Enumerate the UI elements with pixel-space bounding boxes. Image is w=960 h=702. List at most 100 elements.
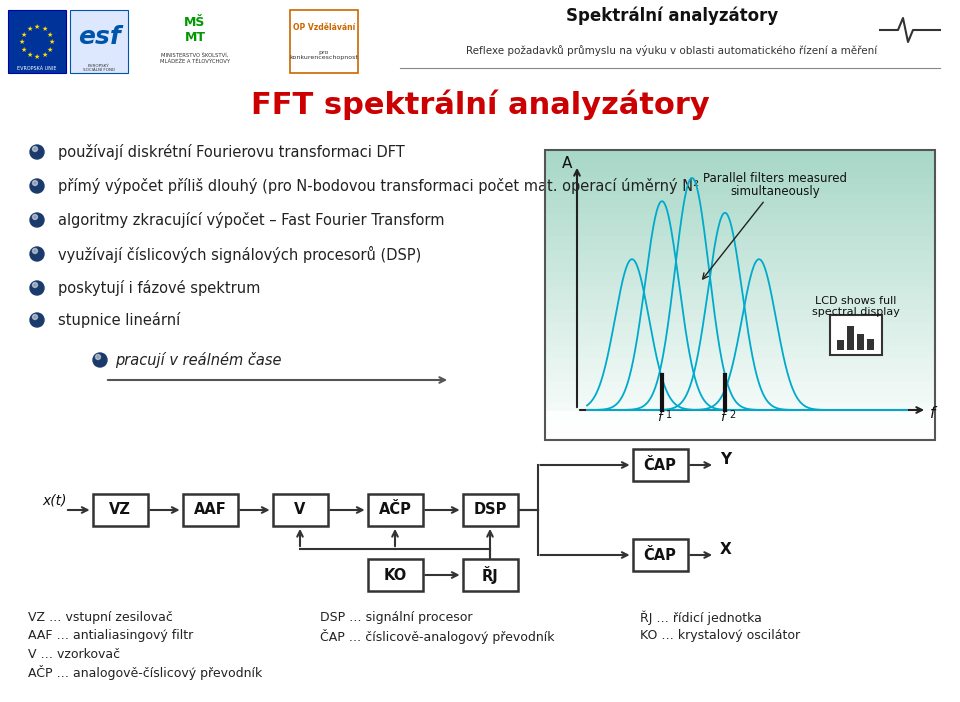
Bar — [545, 171, 935, 179]
Text: ★: ★ — [34, 54, 40, 60]
Text: ★: ★ — [47, 46, 53, 53]
Text: spectral display: spectral display — [812, 307, 900, 317]
Text: f: f — [930, 406, 936, 421]
Text: f: f — [720, 411, 724, 424]
Text: stupnice lineární: stupnice lineární — [58, 312, 180, 328]
Bar — [545, 323, 935, 331]
Text: AAF … antialiasingový filtr: AAF … antialiasingový filtr — [28, 630, 193, 642]
Text: AAF: AAF — [194, 503, 227, 517]
Text: 2: 2 — [729, 410, 735, 420]
Text: ★: ★ — [49, 39, 55, 45]
Bar — [545, 316, 935, 324]
Bar — [545, 359, 935, 368]
Circle shape — [33, 282, 37, 288]
Text: ČAP … číslicově-analogový převodník: ČAP … číslicově-analogový převodník — [320, 628, 555, 644]
Bar — [545, 366, 935, 375]
Text: ★: ★ — [21, 32, 27, 37]
Bar — [545, 157, 935, 164]
Circle shape — [30, 145, 44, 159]
Text: KO … krystalový oscilátor: KO … krystalový oscilátor — [640, 630, 800, 642]
Text: AČP … analogově-číslicový převodník: AČP … analogově-číslicový převodník — [28, 665, 262, 680]
Bar — [837, 340, 844, 350]
Text: MŠ
MT: MŠ MT — [184, 16, 205, 44]
Bar — [545, 352, 935, 360]
Bar — [847, 326, 854, 350]
Bar — [545, 164, 935, 172]
Text: ČAP: ČAP — [643, 548, 677, 562]
Text: ★: ★ — [26, 26, 33, 32]
Bar — [545, 244, 935, 251]
Text: VZ: VZ — [109, 503, 131, 517]
Text: A: A — [562, 156, 572, 171]
Circle shape — [30, 179, 44, 193]
Bar — [545, 200, 935, 208]
Text: DSP: DSP — [473, 503, 507, 517]
Bar — [545, 403, 935, 411]
Bar — [545, 251, 935, 259]
Bar — [545, 192, 935, 201]
Circle shape — [30, 313, 44, 327]
Bar — [633, 449, 687, 481]
FancyBboxPatch shape — [70, 10, 128, 73]
Circle shape — [33, 249, 37, 253]
Text: ŘJ … řídicí jednotka: ŘJ … řídicí jednotka — [640, 611, 762, 625]
Bar — [368, 494, 422, 526]
FancyBboxPatch shape — [290, 10, 358, 73]
Text: ★: ★ — [41, 26, 48, 32]
Circle shape — [93, 353, 107, 367]
Circle shape — [30, 247, 44, 261]
Text: Spektrální analyzátory: Spektrální analyzátory — [565, 7, 779, 25]
Circle shape — [33, 180, 37, 185]
Bar — [182, 494, 237, 526]
Bar — [545, 149, 935, 157]
Text: ★: ★ — [47, 32, 53, 37]
Text: LCD shows full: LCD shows full — [815, 296, 897, 306]
Bar — [545, 345, 935, 353]
Bar — [857, 334, 864, 350]
Circle shape — [33, 314, 37, 319]
Bar — [545, 207, 935, 216]
Text: V … vzorkovač: V … vzorkovač — [28, 647, 120, 661]
Text: EVROPSKÝ
SOCIÁLNÍ FOND: EVROPSKÝ SOCIÁLNÍ FOND — [83, 64, 115, 72]
Bar — [545, 388, 935, 397]
Text: poskytují i fázové spektrum: poskytují i fázové spektrum — [58, 280, 260, 296]
Text: f: f — [657, 411, 661, 424]
Bar — [830, 315, 882, 355]
Text: pro
konkurenceschopnost: pro konkurenceschopnost — [290, 50, 358, 60]
Text: Reflexe požadavků průmyslu na výuku v oblasti automatického řízení a měření: Reflexe požadavků průmyslu na výuku v ob… — [467, 44, 877, 55]
Circle shape — [33, 147, 37, 152]
Text: ★: ★ — [19, 39, 25, 45]
Circle shape — [30, 213, 44, 227]
Bar — [545, 222, 935, 230]
Bar — [545, 185, 935, 194]
Bar — [545, 417, 935, 425]
Text: používají diskrétní Fourierovu transformaci DFT: používají diskrétní Fourierovu transform… — [58, 144, 405, 160]
Bar — [545, 330, 935, 338]
Bar — [633, 539, 687, 571]
Bar — [545, 301, 935, 310]
Text: x(t): x(t) — [43, 493, 67, 507]
Text: pracují v reálném čase: pracují v reálném čase — [115, 352, 281, 368]
Text: VZ … vstupní zesilovač: VZ … vstupní zesilovač — [28, 611, 173, 625]
Bar — [545, 294, 935, 303]
Circle shape — [30, 281, 44, 295]
Bar — [545, 308, 935, 317]
Bar — [545, 214, 935, 223]
Text: Y: Y — [720, 453, 732, 468]
Bar — [273, 494, 327, 526]
Bar — [92, 494, 148, 526]
Text: EVROPSKÁ UNIE: EVROPSKÁ UNIE — [17, 65, 57, 70]
Bar — [545, 265, 935, 273]
Bar — [545, 373, 935, 382]
Text: DSP … signální procesor: DSP … signální procesor — [320, 611, 472, 625]
Text: simultaneously: simultaneously — [731, 185, 820, 199]
Text: MINISTERSTVO ŠKOLSTVÍ,
MLÁDEŽE A TĚLOVÝCHOVY: MINISTERSTVO ŠKOLSTVÍ, MLÁDEŽE A TĚLOVÝC… — [160, 53, 230, 64]
Bar — [463, 494, 517, 526]
Bar — [545, 338, 935, 346]
Text: ★: ★ — [41, 52, 48, 58]
Bar — [368, 559, 422, 591]
Bar — [545, 425, 935, 432]
Circle shape — [33, 215, 37, 220]
Bar — [545, 395, 935, 404]
Bar — [545, 381, 935, 389]
